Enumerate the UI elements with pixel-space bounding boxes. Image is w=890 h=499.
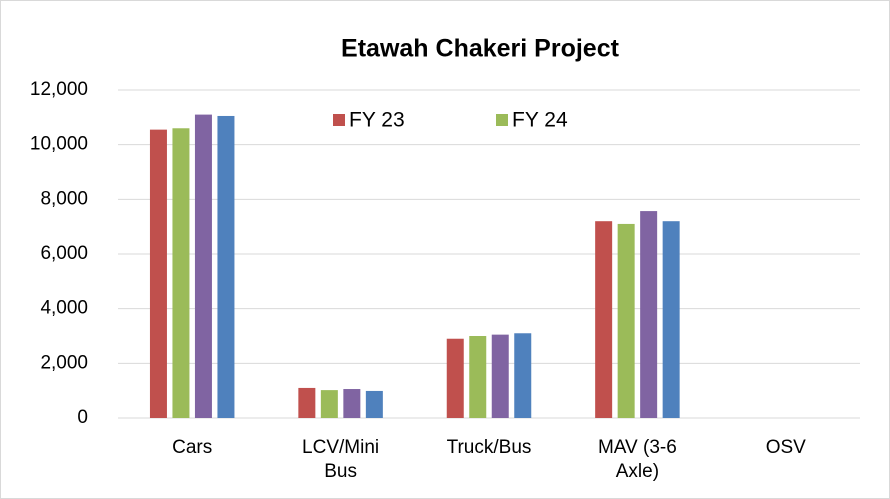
bar xyxy=(469,336,487,418)
legend-swatch xyxy=(496,114,508,126)
x-tick-label: LCV/Mini Bus xyxy=(302,437,379,482)
bar xyxy=(343,389,361,418)
y-tick-label: 0 xyxy=(77,407,88,428)
bar xyxy=(640,211,658,418)
chart-title: Etawah Chakeri Project xyxy=(341,35,620,63)
x-tick-label: Cars xyxy=(172,437,212,458)
bar xyxy=(595,221,613,418)
bar xyxy=(149,129,167,418)
bar xyxy=(172,128,190,418)
y-tick-label: 10,000 xyxy=(30,134,88,155)
bar xyxy=(298,387,316,418)
y-tick-label: 8,000 xyxy=(40,188,88,209)
bar xyxy=(217,115,235,418)
bar xyxy=(514,333,532,418)
bar xyxy=(491,334,509,418)
bar xyxy=(320,390,338,418)
bar xyxy=(617,223,635,418)
x-tick-label: MAV (3-6 Axle) xyxy=(598,437,677,482)
legend-swatch xyxy=(333,114,345,126)
x-tick-label: Truck/Bus xyxy=(447,437,532,458)
bar xyxy=(365,390,383,418)
bar xyxy=(194,114,212,418)
y-tick-label: 4,000 xyxy=(40,298,88,319)
legend-label: FY 24 xyxy=(512,109,568,132)
bar xyxy=(662,221,680,418)
y-tick-label: 2,000 xyxy=(40,352,88,373)
bar xyxy=(446,338,464,418)
legend-label: FY 23 xyxy=(349,109,405,132)
y-tick-label: 12,000 xyxy=(30,79,88,100)
x-tick-label: OSV xyxy=(766,437,806,458)
y-tick-label: 6,000 xyxy=(40,243,88,264)
